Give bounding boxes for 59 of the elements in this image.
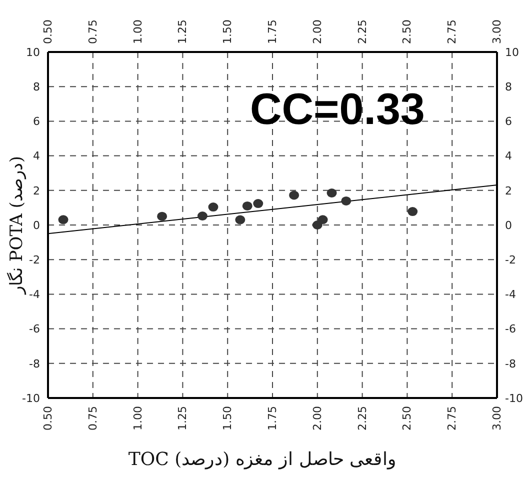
- x-tick-label: 3.00: [490, 406, 504, 430]
- point: [197, 212, 208, 221]
- y-tick-label: 0: [33, 218, 40, 232]
- y2-tick-label: -6: [505, 322, 516, 336]
- x2-tick-label: 3.00: [490, 20, 504, 44]
- x2-tick-label: 2.50: [400, 20, 414, 44]
- x2-tick-label: 1.25: [176, 20, 190, 44]
- y2-tick-label: 8: [505, 80, 512, 94]
- y2-tick-label: 0: [505, 218, 512, 232]
- y-tick-label: -4: [29, 288, 40, 302]
- point: [408, 207, 418, 216]
- point: [208, 202, 218, 212]
- y2-tick-label: -8: [505, 357, 516, 370]
- y-tick-label: 2: [33, 184, 40, 198]
- y2-tick-label: -10: [505, 392, 523, 405]
- y-tick-label: 6: [33, 115, 40, 128]
- y-tick-label: -10: [22, 392, 40, 405]
- x-tick-label: 1.75: [266, 406, 279, 430]
- x2-tick-label: 2.75: [446, 20, 459, 44]
- y2-tick-label: 10: [505, 46, 519, 59]
- y-tick-label: -6: [29, 322, 40, 336]
- point: [242, 201, 252, 210]
- point: [253, 199, 264, 208]
- x-tick-label: 2.25: [356, 406, 369, 430]
- x-tick-label: 0.75: [86, 406, 100, 430]
- y-tick-label: 10: [26, 46, 40, 59]
- x-tick-label: 0.50: [42, 406, 54, 430]
- x-tick-label: 1.00: [131, 406, 144, 430]
- y-tick-label: 4: [33, 150, 40, 163]
- y-tick-label: -2: [29, 254, 40, 267]
- y-tick-label: -8: [29, 357, 40, 370]
- y2-tick-label: 4: [505, 150, 512, 163]
- x2-tick-label: 0.75: [86, 20, 100, 44]
- x-tick-label: 2.00: [310, 406, 324, 430]
- y2-tick-label: -2: [505, 254, 516, 267]
- point: [289, 190, 300, 200]
- y2-tick-label: 6: [505, 115, 512, 128]
- point: [58, 215, 68, 224]
- y-axis-title: نگار POTA (درصد): [6, 156, 28, 296]
- point: [318, 215, 328, 224]
- x-axis-title: TOC واقعی حاصل از مغزه (درصد): [127, 448, 398, 470]
- point: [341, 196, 352, 206]
- x2-tick-label: 2.25: [356, 20, 369, 44]
- y2-tick-label: 2: [505, 184, 512, 198]
- x2-tick-label: 1.00: [131, 20, 144, 44]
- x2-tick-label: 0.50: [42, 20, 54, 44]
- annotation: CC=0.33: [250, 85, 425, 135]
- y2-tick-label: -4: [505, 288, 516, 302]
- y-tick-label: 8: [33, 80, 40, 94]
- x2-tick-label: 1.50: [221, 20, 234, 44]
- point: [235, 215, 246, 224]
- x2-tick-label: 2.00: [310, 20, 324, 44]
- x2-tick-label: 1.75: [266, 20, 279, 44]
- x-tick-label: 1.50: [221, 406, 234, 430]
- x-tick-label: 2.75: [446, 406, 459, 430]
- point: [326, 188, 337, 198]
- x-tick-label: 1.25: [176, 406, 190, 430]
- x-tick-label: 2.50: [400, 406, 414, 430]
- point: [157, 212, 168, 221]
